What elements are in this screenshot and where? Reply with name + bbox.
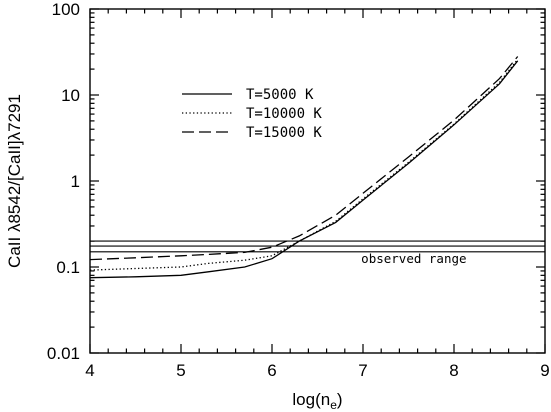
- x-axis-title-main: log(n: [292, 390, 330, 409]
- legend: T=5000 K T=10000 K T=15000 K: [182, 87, 322, 141]
- x-axis-title: log(ne): [292, 390, 342, 412]
- y-tick-label: 10: [61, 86, 80, 105]
- y-tick-label: 100: [52, 0, 80, 19]
- x-tick-label: 7: [358, 361, 367, 380]
- axis-ticks: [89, 8, 546, 354]
- series-group: [89, 56, 519, 279]
- x-tick-label: 4: [85, 361, 94, 380]
- x-tick-label: 8: [449, 361, 458, 380]
- x-axis-title-subscript: e: [330, 398, 337, 412]
- observed-range-label: observed range: [361, 251, 466, 266]
- legend-label: T=5000 K: [246, 87, 314, 103]
- tick-labels: 4 5 6 7 8 9 0.01 0.1 1 10 100: [47, 0, 550, 380]
- y-tick-label: 1: [71, 172, 80, 191]
- y-axis-title: CaII λ8542/[CaII]λ7291: [5, 94, 24, 268]
- y-tick-label: 0.01: [47, 344, 80, 363]
- observed-range-lines: [90, 240, 545, 253]
- x-tick-label: 5: [176, 361, 185, 380]
- series-line: [89, 56, 519, 261]
- x-tick-label: 9: [540, 361, 549, 380]
- x-axis-title-close: ): [337, 390, 343, 409]
- y-tick-label: 0.1: [56, 258, 80, 277]
- legend-label: T=10000 K: [246, 106, 322, 122]
- x-tick-label: 6: [267, 361, 276, 380]
- legend-label: T=15000 K: [246, 125, 322, 141]
- plot-frame: [89, 8, 546, 354]
